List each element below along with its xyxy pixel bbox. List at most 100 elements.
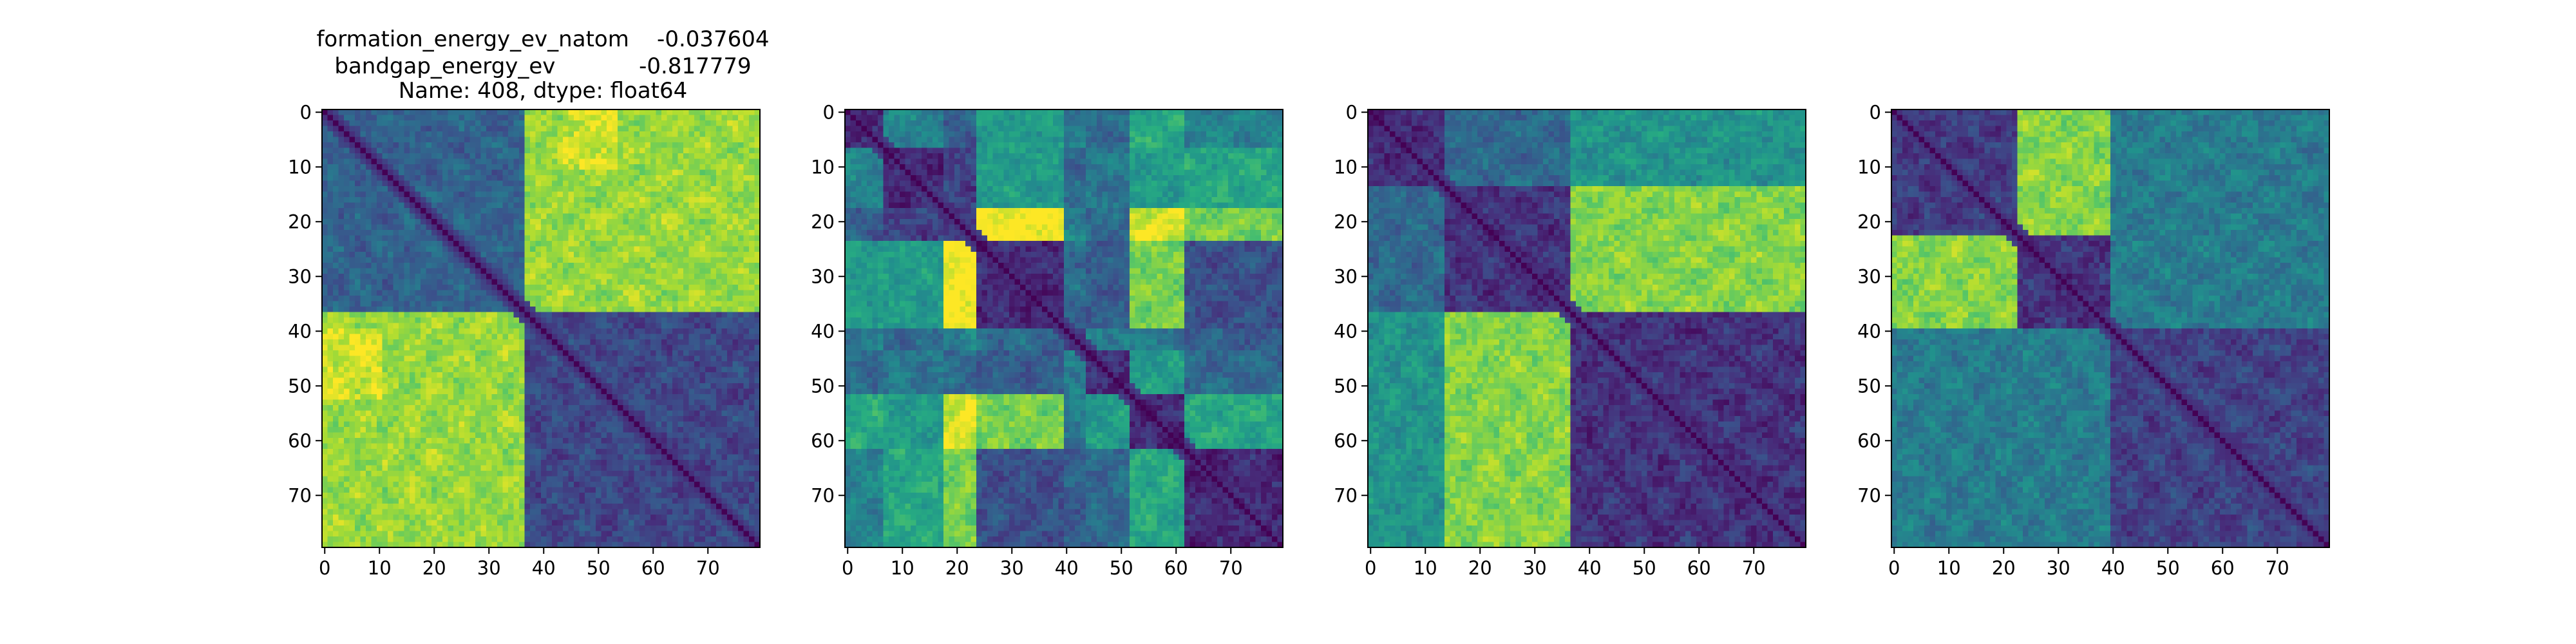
heatmap-cell	[683, 181, 689, 187]
heatmap-cell	[612, 307, 618, 312]
heatmap-cell	[547, 131, 553, 137]
heatmap-cell	[431, 400, 437, 406]
heatmap-cell	[558, 170, 564, 176]
heatmap-cell	[541, 378, 547, 384]
heatmap-cell	[442, 120, 448, 126]
heatmap-cell	[426, 350, 432, 356]
heatmap-cell	[421, 279, 426, 285]
heatmap-cell	[661, 181, 667, 187]
heatmap-cell	[634, 427, 640, 433]
heatmap-cell	[497, 164, 503, 170]
heatmap-cell	[694, 394, 700, 400]
heatmap-cell	[700, 137, 706, 143]
heatmap-cell	[503, 279, 509, 285]
heatmap-cell	[661, 219, 667, 225]
heatmap-cell	[716, 214, 722, 220]
heatmap-cell	[580, 444, 585, 450]
heatmap-cell	[552, 400, 558, 406]
heatmap-cell	[629, 285, 634, 290]
heatmap-cell	[519, 307, 525, 312]
heatmap-cell	[596, 159, 601, 165]
heatmap-cell	[618, 383, 623, 389]
heatmap-cell	[486, 438, 492, 444]
heatmap-cell	[569, 356, 574, 362]
heatmap-cell	[744, 197, 750, 203]
heatmap-cell	[580, 219, 585, 225]
heatmap-cell	[366, 170, 372, 176]
heatmap-cell	[536, 142, 542, 148]
heatmap-cell	[442, 296, 448, 301]
heatmap-cell	[355, 120, 361, 126]
heatmap-cell	[431, 394, 437, 400]
heatmap-cell	[448, 148, 454, 154]
heatmap-cell	[661, 400, 667, 406]
heatmap-cell	[727, 208, 733, 214]
heatmap-cell	[328, 312, 334, 318]
heatmap-cell	[744, 109, 750, 115]
heatmap-cell	[459, 296, 465, 301]
heatmap-cell	[667, 126, 673, 132]
heatmap-cell	[733, 137, 739, 143]
heatmap-cell	[415, 334, 421, 340]
heatmap-cell	[530, 339, 536, 345]
heatmap-cell	[569, 115, 574, 121]
heatmap-cell	[563, 197, 569, 203]
heatmap-cell	[393, 372, 399, 378]
heatmap-cell	[470, 400, 476, 406]
heatmap-cell	[399, 301, 404, 307]
heatmap-cell	[497, 433, 503, 439]
heatmap-cell	[574, 175, 580, 181]
heatmap-cell	[470, 126, 476, 132]
heatmap-cell	[344, 142, 350, 148]
heatmap-cell	[667, 203, 673, 209]
heatmap-cell	[514, 328, 520, 334]
heatmap-cell	[344, 361, 350, 367]
heatmap-cell	[716, 394, 722, 400]
heatmap-cell	[470, 236, 476, 242]
heatmap-cell	[399, 378, 404, 384]
heatmap-cell	[399, 159, 404, 165]
heatmap-cell	[377, 411, 383, 417]
heatmap-cell	[656, 137, 662, 143]
heatmap-cell	[607, 312, 612, 318]
heatmap-cell	[738, 159, 744, 165]
heatmap-cell	[388, 367, 393, 373]
heatmap-cell	[519, 383, 525, 389]
heatmap-cell	[711, 285, 717, 290]
heatmap-cell	[366, 427, 372, 433]
heatmap-cell	[552, 394, 558, 400]
heatmap-cell	[508, 263, 514, 269]
heatmap-cell	[552, 137, 558, 143]
heatmap-cell	[591, 290, 596, 296]
heatmap-cell	[672, 334, 678, 340]
heatmap-cell	[733, 372, 739, 378]
heatmap-cell	[558, 175, 564, 181]
heatmap-cell	[585, 372, 591, 378]
heatmap-cell	[738, 181, 744, 187]
heatmap-cell	[678, 208, 684, 214]
heatmap-cell	[431, 252, 437, 258]
heatmap-cell	[415, 389, 421, 395]
heatmap-cell	[656, 208, 662, 214]
heatmap-cell	[437, 372, 443, 378]
heatmap-cell	[639, 115, 645, 121]
heatmap-cell	[355, 438, 361, 444]
heatmap-cell	[639, 120, 645, 126]
heatmap-cell	[399, 148, 404, 154]
heatmap-cell	[350, 192, 355, 198]
heatmap-cell	[656, 339, 662, 345]
heatmap-cell	[536, 274, 542, 279]
heatmap-cell	[694, 274, 700, 279]
heatmap-cell	[749, 252, 755, 258]
heatmap-cell	[618, 323, 623, 329]
heatmap-cell	[574, 214, 580, 220]
heatmap-cell	[361, 219, 366, 225]
heatmap-cell	[672, 137, 678, 143]
heatmap-cell	[415, 449, 421, 455]
heatmap-cell	[355, 312, 361, 318]
heatmap-cell	[481, 301, 487, 307]
heatmap-cell	[399, 290, 404, 296]
heatmap-cell	[355, 274, 361, 279]
heatmap-cell	[639, 236, 645, 242]
heatmap-cell	[388, 181, 393, 187]
